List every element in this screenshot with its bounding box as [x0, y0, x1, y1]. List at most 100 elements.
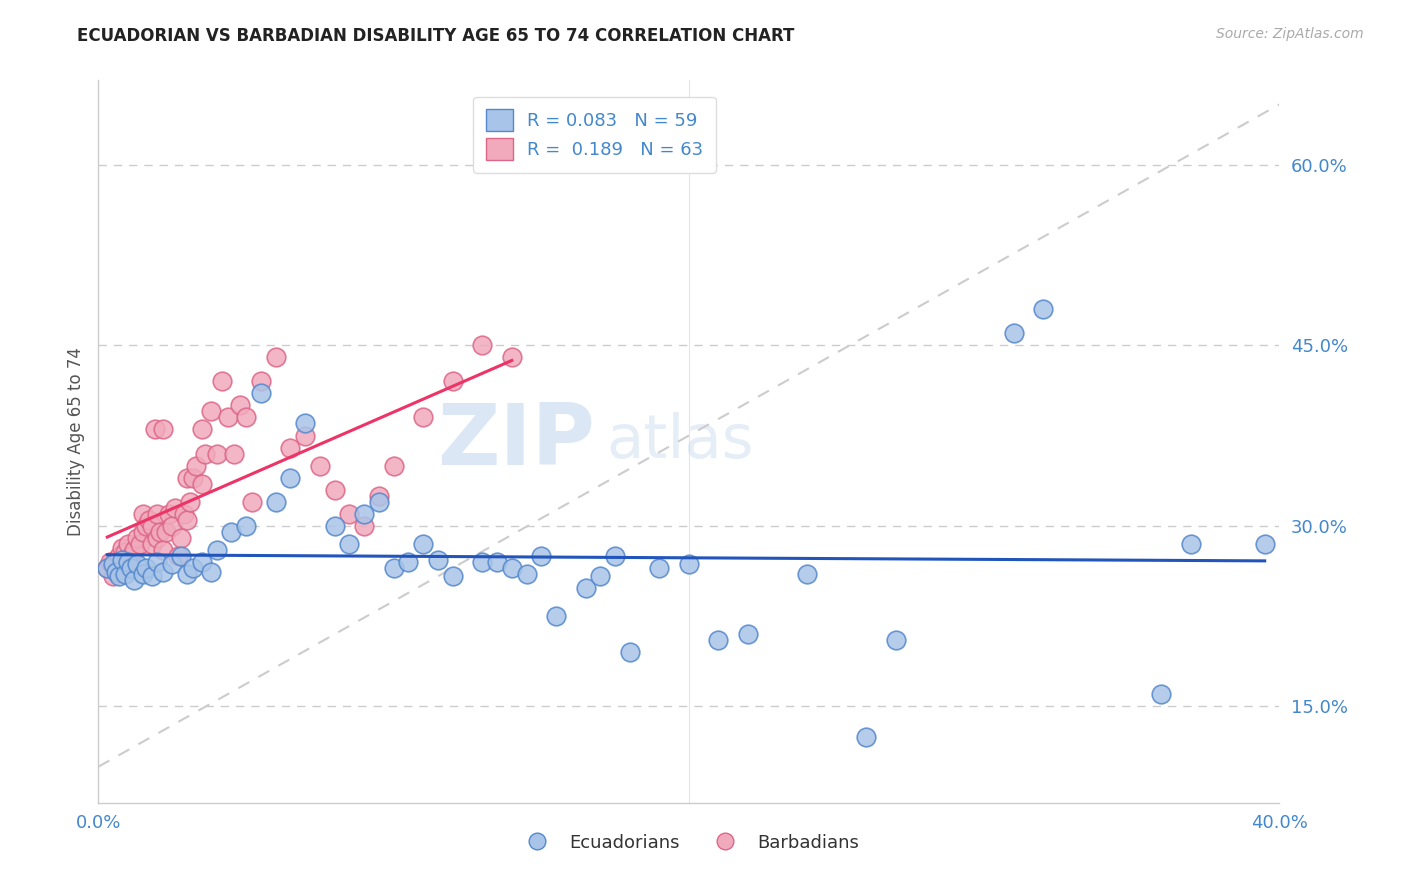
Point — [382, 458, 405, 473]
Point — [229, 398, 252, 412]
Point — [605, 549, 627, 563]
Point — [122, 542, 145, 557]
Point — [323, 483, 346, 497]
Point — [235, 519, 257, 533]
Point — [441, 375, 464, 389]
Point — [501, 350, 523, 364]
Point — [516, 567, 538, 582]
Point — [138, 513, 160, 527]
Point — [98, 555, 121, 569]
Point — [796, 567, 818, 582]
Point — [170, 549, 193, 563]
Point — [884, 633, 907, 648]
Point — [128, 537, 150, 551]
Point — [412, 410, 434, 425]
Point — [152, 423, 174, 437]
Point — [323, 519, 346, 533]
Point — [152, 542, 174, 557]
Point — [125, 558, 148, 572]
Point — [205, 542, 228, 557]
Text: ECUADORIAN VS BARBADIAN DISABILITY AGE 65 TO 74 CORRELATION CHART: ECUADORIAN VS BARBADIAN DISABILITY AGE 6… — [77, 27, 794, 45]
Point — [1254, 537, 1277, 551]
Point — [339, 537, 361, 551]
Point — [294, 417, 316, 431]
Point — [294, 428, 316, 442]
Point — [471, 338, 494, 352]
Point — [179, 494, 201, 508]
Point — [117, 537, 139, 551]
Point — [530, 549, 553, 563]
Point — [96, 561, 118, 575]
Point — [1150, 687, 1173, 701]
Point — [589, 569, 612, 583]
Point — [353, 507, 375, 521]
Point — [200, 404, 222, 418]
Point — [176, 567, 198, 582]
Point — [132, 507, 155, 521]
Point — [146, 507, 169, 521]
Point — [155, 524, 177, 539]
Point — [707, 633, 730, 648]
Point — [170, 531, 193, 545]
Legend: Ecuadorians, Barbadians: Ecuadorians, Barbadians — [512, 826, 866, 859]
Y-axis label: Disability Age 65 to 74: Disability Age 65 to 74 — [66, 347, 84, 536]
Point — [167, 549, 190, 563]
Point — [184, 458, 207, 473]
Point — [353, 519, 375, 533]
Point — [117, 555, 139, 569]
Point — [143, 423, 166, 437]
Point — [339, 507, 361, 521]
Point — [398, 555, 420, 569]
Point — [575, 582, 598, 596]
Point — [441, 569, 464, 583]
Point — [224, 447, 246, 461]
Point — [412, 537, 434, 551]
Point — [280, 441, 302, 455]
Point — [368, 489, 391, 503]
Point — [96, 561, 118, 575]
Point — [501, 561, 523, 575]
Point — [146, 555, 169, 569]
Point — [264, 494, 287, 508]
Point — [162, 519, 183, 533]
Point — [235, 410, 257, 425]
Point — [678, 558, 700, 572]
Point — [149, 524, 172, 539]
Point — [221, 524, 243, 539]
Point — [471, 555, 494, 569]
Point — [368, 494, 391, 508]
Point — [135, 519, 157, 533]
Point — [141, 519, 163, 533]
Point — [132, 567, 155, 582]
Text: atlas: atlas — [606, 412, 754, 471]
Point — [108, 549, 131, 563]
Point — [111, 552, 134, 566]
Point — [120, 549, 142, 563]
Point — [205, 447, 228, 461]
Point — [135, 561, 157, 575]
Point — [264, 350, 287, 364]
Point — [146, 531, 169, 545]
Point — [1180, 537, 1202, 551]
Point — [111, 558, 134, 572]
Point — [141, 569, 163, 583]
Point — [648, 561, 671, 575]
Point — [125, 531, 148, 545]
Point — [165, 500, 187, 515]
Point — [211, 375, 233, 389]
Point — [486, 555, 509, 569]
Point — [132, 524, 155, 539]
Point — [103, 569, 125, 583]
Point — [141, 537, 163, 551]
Point — [1002, 326, 1025, 341]
Point — [176, 471, 198, 485]
Point — [1032, 302, 1054, 317]
Point — [546, 609, 568, 624]
Point — [120, 561, 142, 575]
Point — [191, 423, 214, 437]
Point — [173, 507, 195, 521]
Point — [152, 565, 174, 579]
Point — [194, 447, 217, 461]
Text: Source: ZipAtlas.com: Source: ZipAtlas.com — [1216, 27, 1364, 41]
Point — [111, 541, 134, 555]
